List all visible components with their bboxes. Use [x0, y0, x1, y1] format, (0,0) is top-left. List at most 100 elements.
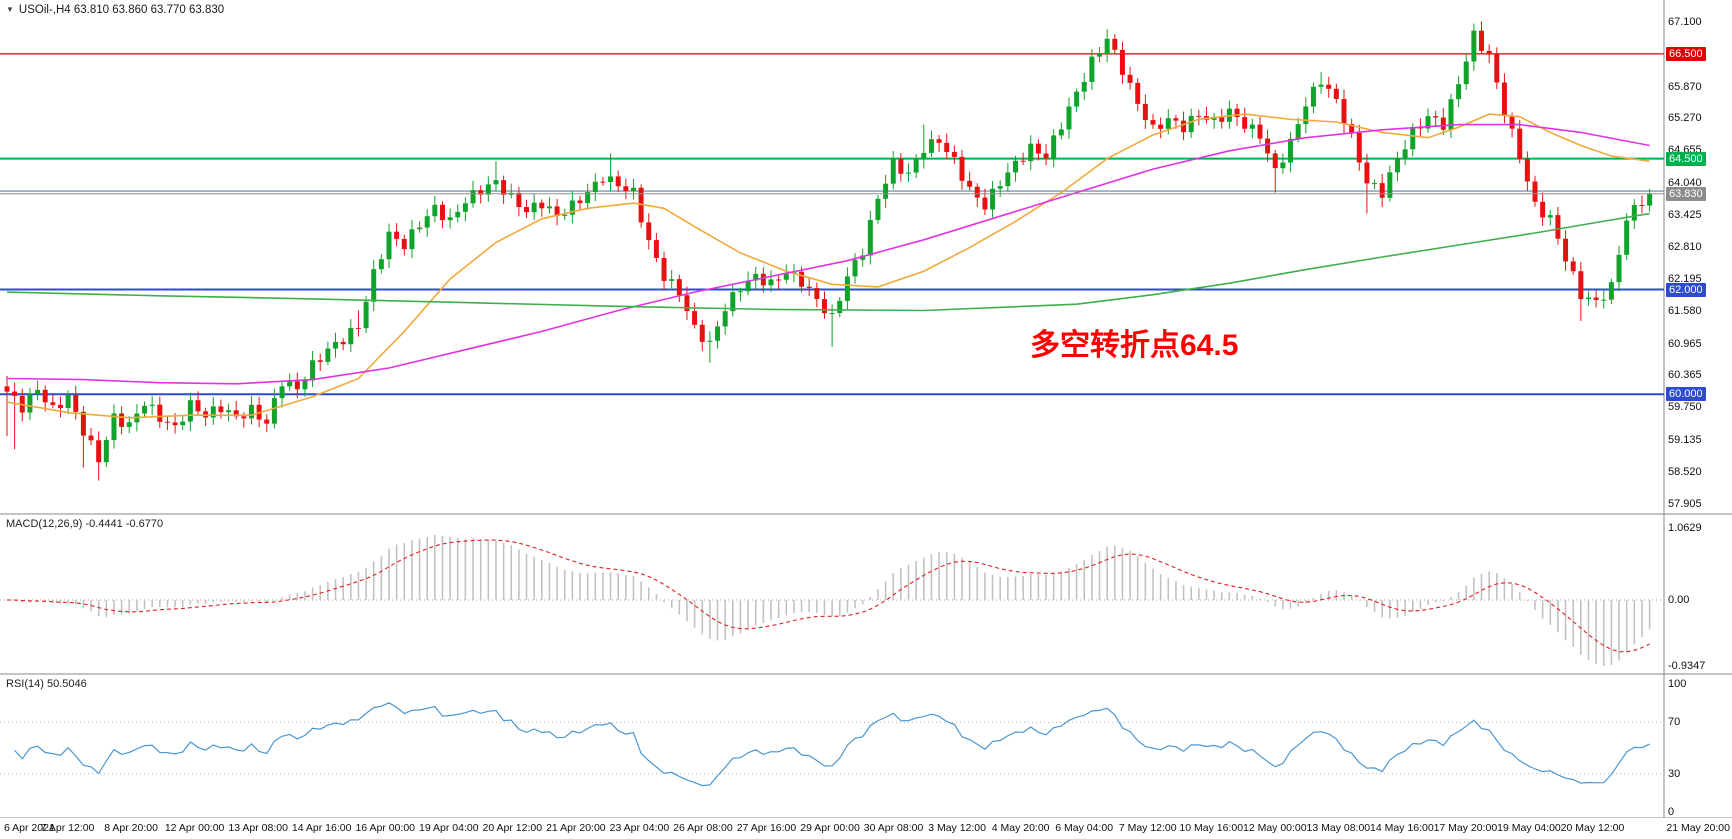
annotation-text[interactable]: 多空转折点64.5 — [1030, 329, 1239, 362]
candle-body — [1471, 30, 1477, 62]
macd-histogram-bar — [900, 568, 902, 600]
candle-body — [233, 410, 239, 417]
macd-histogram-bar — [617, 573, 619, 600]
macd-histogram-bar — [907, 564, 910, 600]
macd-histogram-bar — [647, 587, 650, 600]
candle-body — [340, 341, 346, 345]
candle-body — [524, 206, 530, 213]
candle-body — [1104, 38, 1110, 53]
candle-body — [409, 229, 415, 250]
price-axis-label: 64.040 — [1668, 176, 1702, 189]
candle-body — [837, 300, 843, 314]
time-axis-label: 19 Apr 04:00 — [418, 822, 479, 834]
macd-histogram-bar — [976, 566, 979, 600]
macd-histogram-bar — [686, 600, 688, 622]
macd-histogram-bar — [1373, 600, 1376, 612]
candle-body — [1035, 143, 1041, 154]
macd-histogram-bar — [1029, 574, 1032, 600]
candle-body — [1074, 91, 1080, 107]
macd-histogram-bar — [1358, 600, 1361, 601]
candle-body — [302, 380, 308, 390]
macd-histogram-bar — [441, 535, 444, 600]
macd-histogram-bar — [1587, 600, 1590, 661]
macd-axis-zero: 0.00 — [1668, 594, 1690, 606]
macd-histogram-bar — [1572, 600, 1574, 647]
macd-histogram-bar — [250, 600, 253, 601]
candle-body — [1005, 172, 1011, 187]
candle-body — [218, 406, 224, 413]
macd-histogram-bar — [984, 572, 986, 600]
candle-body — [1379, 183, 1385, 198]
macd-histogram-bar — [227, 600, 230, 602]
candle-body — [1372, 183, 1378, 185]
candle-body — [294, 381, 300, 390]
macd-histogram-bar — [739, 600, 742, 634]
time-axis-label: 14 Apr 16:00 — [291, 822, 352, 834]
time-axis-label: 17 May 20:00 — [1433, 822, 1498, 834]
macd-histogram-bar — [365, 567, 367, 600]
macd-histogram-bar — [434, 535, 436, 600]
candle-body — [1394, 158, 1400, 173]
macd-histogram-bar — [1106, 546, 1108, 600]
time-axis-label: 6 Apr 2021 — [4, 822, 55, 834]
candle-body — [707, 340, 713, 342]
macd-histogram-bar — [1182, 584, 1185, 600]
macd-histogram-bar — [877, 589, 879, 600]
candle-body — [1089, 56, 1095, 82]
candle-body — [974, 186, 980, 198]
candle-body — [1410, 127, 1416, 150]
macd-histogram-bar — [793, 600, 795, 613]
macd-histogram-bar — [1060, 571, 1063, 600]
candle-body — [248, 404, 254, 419]
candle-body — [844, 276, 850, 301]
price-axis-label: 59.750 — [1668, 401, 1702, 414]
chevron-down-icon[interactable]: ▼ — [6, 5, 14, 14]
macd-histogram-bar — [938, 552, 940, 600]
candle-body — [821, 299, 827, 314]
candle-body — [577, 200, 583, 204]
time-axis-label: 20 May 12:00 — [1560, 822, 1625, 834]
macd-histogram-bar — [487, 539, 490, 600]
macd-histogram-bar — [166, 600, 169, 608]
macd-histogram-bar — [991, 574, 994, 600]
macd-histogram-bar — [1037, 573, 1040, 600]
candle-body — [1486, 50, 1492, 55]
macd-histogram-bar — [571, 571, 574, 600]
macd-histogram-bar — [854, 600, 856, 609]
macd-histogram-bar — [1121, 547, 1124, 600]
time-axis[interactable]: 6 Apr 2021 7 Apr 12:00 8 Apr 20:00 12 Apr 0… — [0, 818, 1732, 839]
candle-body — [531, 202, 537, 213]
time-axis-label: 30 Apr 08:00 — [863, 822, 924, 834]
price-axis-label: 57.905 — [1668, 497, 1702, 510]
candle-body — [1127, 74, 1133, 83]
candle-body — [111, 413, 117, 440]
candle-body — [883, 183, 889, 199]
macd-histogram-bar — [732, 600, 734, 637]
macd-histogram-bar — [1251, 595, 1254, 600]
candle-body — [1364, 162, 1370, 184]
price-scale[interactable]: 67.100 66.500 65.870 65.270 64.655 64.500 64.0… — [1665, 0, 1732, 818]
candle-body — [1318, 84, 1324, 87]
macd-histogram-bar — [678, 600, 681, 615]
time-axis-label: 13 May 08:00 — [1306, 822, 1371, 834]
candle-body — [1303, 106, 1309, 125]
macd-histogram-bar — [579, 572, 581, 600]
candle-body — [1028, 143, 1034, 162]
macd-axis-min: -0.9347 — [1668, 660, 1706, 672]
price-axis-label: 59.135 — [1668, 433, 1702, 446]
macd-histogram-bar — [403, 543, 406, 600]
candle-body — [50, 402, 56, 405]
macd-histogram-bar — [258, 600, 260, 602]
candle-body — [1616, 254, 1622, 283]
macd-histogram-bar — [1648, 600, 1651, 630]
macd-histogram-bar — [1618, 600, 1620, 661]
candle-body — [1158, 124, 1164, 129]
price-axis-label: 62.810 — [1668, 241, 1702, 254]
macd-histogram-bar — [311, 587, 314, 600]
candle-body — [149, 404, 155, 406]
time-axis-label: 19 May 04:00 — [1497, 822, 1561, 834]
candle-body — [164, 421, 170, 423]
candle-body — [1647, 193, 1653, 206]
macd-histogram-bar — [953, 553, 956, 600]
